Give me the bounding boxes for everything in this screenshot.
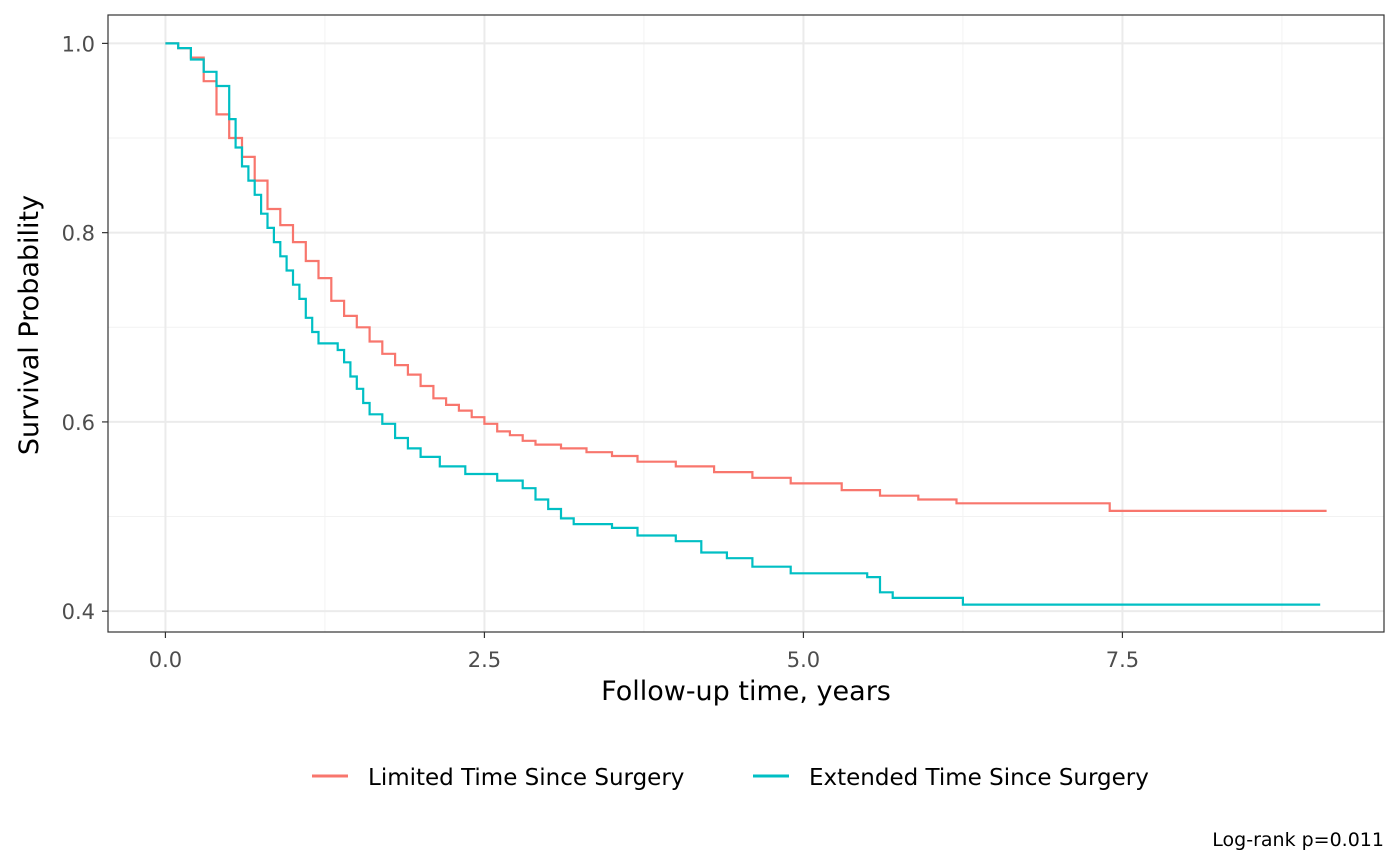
series-line-limited [165,42,1327,512]
x-tick-label: 7.5 [1106,648,1139,672]
legend-label-limited: Limited Time Since Surgery [368,765,684,791]
y-tick-label: 0.6 [62,411,95,435]
x-axis-title: Follow-up time, years [601,676,891,707]
y-tick-label: 0.4 [62,600,95,624]
y-tick-label: 0.8 [62,222,95,246]
y-axis: 0.4 0.6 0.8 1.0 [62,32,108,624]
panel-border [107,14,1385,633]
legend: Limited Time Since Surgery Extended Time… [312,765,1149,791]
series-line-extended [165,42,1321,606]
y-axis-title: Survival Probability [14,195,45,455]
major-gridlines [108,15,1384,632]
x-tick-label: 2.5 [468,648,501,672]
legend-label-extended: Extended Time Since Surgery [809,765,1149,791]
y-tick-label: 1.0 [62,32,95,56]
minor-gridlines [108,15,1384,632]
x-tick-label: 5.0 [787,648,820,672]
x-axis: 0.0 2.5 5.0 7.5 [149,632,1139,672]
logrank-caption: Log-rank p=0.011 [1212,829,1384,851]
series-layer [165,42,1327,606]
x-tick-label: 0.0 [149,648,182,672]
